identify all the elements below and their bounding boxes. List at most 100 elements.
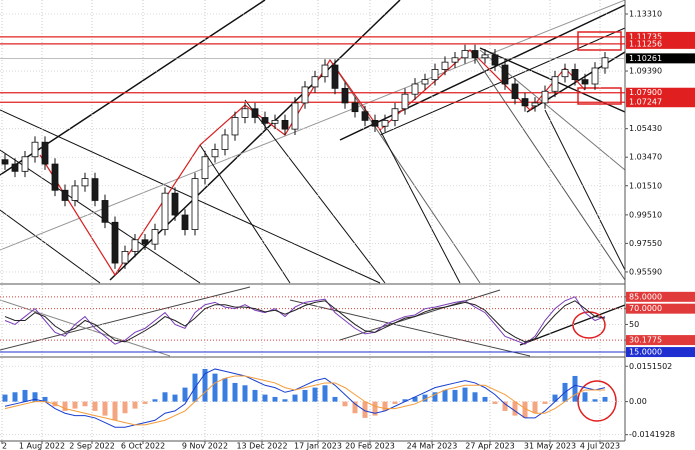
price-label: 1.07900 xyxy=(629,88,662,97)
price-label: 1.07247 xyxy=(629,98,662,107)
price-label: 85.0000 xyxy=(629,292,662,301)
candle-body xyxy=(441,61,449,70)
candle-body xyxy=(81,178,89,187)
x-tick-label: 6 Oct 2022 xyxy=(121,442,165,450)
candle-body xyxy=(161,192,169,230)
histogram-bar xyxy=(532,401,538,414)
histogram-bar xyxy=(362,401,368,418)
histogram-bar xyxy=(472,392,478,402)
candle-body xyxy=(511,83,519,99)
x-tick-label: 27 Apr 2023 xyxy=(465,442,514,450)
histogram-bar xyxy=(132,401,138,409)
y-tick-label: 1.09390 xyxy=(629,67,662,76)
candle-body xyxy=(601,57,609,69)
candle-body xyxy=(191,178,199,230)
price-label-box xyxy=(626,87,695,98)
histogram-bar xyxy=(392,401,398,404)
candle-body xyxy=(391,108,399,121)
y-tick-label: 0.0151502 xyxy=(629,362,672,371)
price-label-box xyxy=(626,97,695,108)
y-tick-label: -0.0141928 xyxy=(629,430,675,439)
histogram-bar xyxy=(102,401,108,416)
histogram-bar xyxy=(322,385,328,402)
candle-body xyxy=(1,159,9,165)
x-tick-label: 2 Sep 2022 xyxy=(69,442,115,450)
candle-body xyxy=(501,64,509,85)
histogram-bar xyxy=(542,401,548,404)
x-tick-label: 2 xyxy=(2,442,7,450)
y-tick-label: 0.99510 xyxy=(629,210,662,219)
histogram-bar xyxy=(222,378,228,402)
candle-body xyxy=(181,214,189,230)
histogram-bar xyxy=(482,396,488,402)
candle-body xyxy=(381,119,389,127)
candle-body xyxy=(481,54,489,59)
candle-body xyxy=(271,119,279,124)
trend-line xyxy=(244,99,386,284)
histogram-bar xyxy=(552,394,558,402)
histogram-bar xyxy=(202,368,208,402)
histogram-bar xyxy=(582,392,588,402)
y-tick-label: 0.97550 xyxy=(629,239,662,248)
osc-trend-line xyxy=(339,289,501,341)
price-label-box xyxy=(626,53,695,64)
price-label-box xyxy=(626,335,695,346)
price-label: 1.10261 xyxy=(629,54,662,63)
histogram-bar xyxy=(432,392,438,402)
candle-body xyxy=(361,111,369,121)
trend-line xyxy=(0,209,101,284)
histogram-bar xyxy=(492,401,498,404)
histogram-bar xyxy=(372,401,378,416)
price-label-box xyxy=(626,347,695,358)
price-label-box xyxy=(626,38,695,49)
candle-body xyxy=(131,239,139,252)
oscillator-line xyxy=(4,375,605,426)
histogram-bar xyxy=(412,396,418,402)
histogram-bar xyxy=(42,396,48,402)
candle-body xyxy=(531,102,539,107)
histogram-bar xyxy=(112,401,118,421)
osc-trend-line xyxy=(289,299,531,357)
candle-body xyxy=(201,156,209,180)
candle-body xyxy=(41,141,49,165)
y-tick-label: 0.00 xyxy=(629,397,647,406)
candle-body xyxy=(431,69,439,81)
histogram-bar xyxy=(312,387,318,402)
y-tick-label: 1.03470 xyxy=(629,153,662,162)
price-label: 70.0000 xyxy=(629,304,662,313)
candle-body xyxy=(61,189,69,201)
osc-trend-line xyxy=(0,299,171,357)
y-tick-label: 50 xyxy=(629,320,639,329)
histogram-bar xyxy=(302,389,308,402)
trend-line xyxy=(0,149,201,284)
candle-body xyxy=(421,79,429,85)
trend-line xyxy=(544,109,626,271)
y-tick-label: 1.05430 xyxy=(629,124,662,133)
x-tick-label: 31 May 2023 xyxy=(524,442,576,450)
histogram-bar xyxy=(62,401,68,411)
histogram-bar xyxy=(72,401,78,409)
trend-line xyxy=(379,129,461,284)
highlight-box xyxy=(577,31,622,51)
histogram-bar xyxy=(512,401,518,416)
price-label: 1.11256 xyxy=(629,39,662,48)
candle-body xyxy=(251,108,259,118)
histogram-bar xyxy=(602,396,608,402)
histogram-bar xyxy=(422,394,428,402)
candle-body xyxy=(51,163,59,191)
histogram-bar xyxy=(172,394,178,402)
price-label: 1.11735 xyxy=(629,32,662,41)
histogram-bar xyxy=(92,401,98,411)
histogram-bar xyxy=(402,399,408,402)
price-label: 30.1775 xyxy=(629,336,662,345)
histogram-bar xyxy=(32,392,38,402)
trend-line xyxy=(0,109,381,284)
candle-body xyxy=(491,54,499,66)
candle-body xyxy=(111,221,119,264)
histogram-bar xyxy=(232,382,238,402)
oscillator-line xyxy=(4,296,606,345)
y-tick-label: 0.95590 xyxy=(629,267,662,276)
histogram-bar xyxy=(82,401,88,407)
histogram-bar xyxy=(352,401,358,414)
candle-body xyxy=(211,149,219,158)
